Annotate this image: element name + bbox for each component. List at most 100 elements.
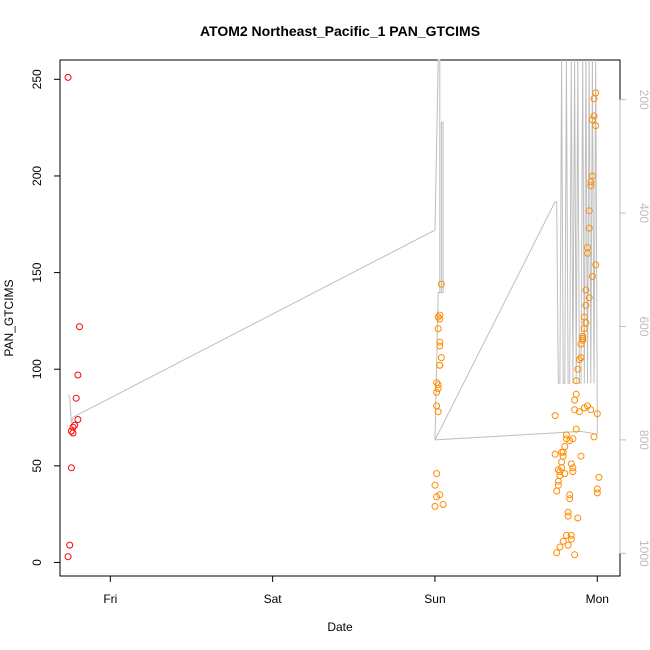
data-point-orange: [585, 224, 593, 232]
data-point-orange: [561, 443, 569, 450]
data-point-orange: [566, 495, 574, 503]
data-point-orange: [571, 551, 579, 559]
data-point-orange: [593, 410, 601, 418]
data-point-red: [74, 371, 82, 379]
x-tick-label: Sat: [264, 592, 283, 606]
y-tick-label: 150: [30, 262, 44, 282]
data-point-red: [67, 427, 75, 435]
data-point-orange: [437, 354, 445, 362]
data-point-orange: [439, 501, 447, 508]
data-point-red: [76, 323, 83, 331]
right-y-tick-label: 800: [637, 430, 650, 450]
right-y-tick-label: 600: [637, 316, 650, 336]
altitude-line: [67, 59, 598, 441]
data-point-orange: [559, 537, 567, 545]
data-point-red: [71, 421, 79, 429]
data-point-orange: [571, 406, 579, 414]
x-tick-label: Sun: [424, 592, 445, 606]
data-point-orange: [592, 261, 600, 269]
data-point-orange: [433, 470, 441, 478]
data-point-orange: [590, 433, 598, 441]
y-tick-label: 200: [30, 166, 44, 186]
data-point-orange: [588, 272, 596, 280]
x-axis-title: Date: [327, 620, 353, 634]
data-point-orange: [559, 452, 567, 460]
y-axis-title: PAN_GTCIMS: [2, 279, 16, 356]
data-point-orange: [592, 122, 600, 130]
data-point-orange: [553, 549, 561, 557]
data-point-orange: [551, 412, 559, 420]
data-point-orange: [593, 485, 601, 493]
data-point-red: [66, 541, 74, 549]
data-point-red: [67, 464, 75, 472]
data-point-orange: [561, 470, 569, 478]
data-point-orange: [437, 280, 445, 288]
data-point-orange: [569, 468, 577, 476]
data-point-orange: [436, 361, 444, 369]
altitude-line-layer: [67, 59, 598, 441]
right-y-tick-label: 200: [637, 90, 650, 110]
data-point-orange: [575, 356, 583, 364]
data-point-orange: [572, 425, 580, 433]
data-point-orange: [577, 452, 585, 460]
data-point-orange: [587, 182, 595, 190]
data-point-red: [64, 553, 72, 561]
data-point-orange: [572, 390, 580, 398]
data-point-orange: [582, 301, 590, 309]
data-point-orange: [564, 541, 572, 549]
data-point-orange: [433, 388, 441, 396]
data-point-orange: [587, 406, 595, 414]
data-point-orange: [574, 365, 582, 373]
data-point-orange: [434, 313, 442, 321]
data-point-orange: [434, 381, 442, 389]
data-point-orange: [431, 502, 439, 510]
y-tick-label: 50: [30, 459, 44, 473]
data-point-orange: [566, 437, 574, 445]
y-tick-label: 250: [30, 69, 44, 89]
data-point-orange: [592, 89, 600, 97]
x-tick-label: Mon: [586, 592, 609, 606]
data-point-red: [69, 429, 77, 437]
data-point-orange: [588, 116, 596, 124]
right-y-tick-label: 1000: [637, 540, 650, 567]
data-point-orange: [567, 460, 575, 468]
data-point-orange: [562, 431, 570, 439]
points-layer: [64, 73, 603, 561]
data-point-orange: [579, 336, 587, 344]
data-point-orange: [577, 354, 585, 362]
y-axis: 0 50 100 150 200 250: [30, 69, 61, 566]
data-point-orange: [584, 244, 591, 251]
data-point-orange: [436, 311, 444, 319]
data-point-red: [74, 416, 82, 423]
data-point-orange: [436, 315, 444, 323]
data-point-orange: [436, 491, 444, 499]
data-point-orange: [433, 379, 441, 387]
data-point-orange: [593, 489, 601, 497]
data-point-orange: [588, 172, 596, 180]
data-point-orange: [572, 377, 580, 385]
data-point-orange: [434, 325, 442, 333]
data-point-orange: [554, 481, 562, 489]
y-tick-label: 100: [30, 359, 44, 379]
data-point-red: [64, 73, 72, 81]
data-point-orange: [582, 319, 590, 327]
x-tick-label: Fri: [103, 592, 117, 606]
data-point-orange: [585, 294, 593, 302]
data-point-orange: [567, 531, 575, 539]
data-point-orange: [558, 448, 566, 456]
data-point-orange: [566, 491, 574, 499]
x-axis: Fri Sat Sun Mon: [103, 575, 609, 606]
data-point-orange: [569, 464, 577, 472]
right-y-tick-label: 400: [637, 203, 650, 223]
data-point-orange: [564, 508, 572, 516]
data-point-orange: [579, 332, 587, 340]
data-point-orange: [595, 473, 603, 481]
y-tick-label: 0: [30, 559, 44, 566]
data-point-red: [72, 394, 80, 402]
data-point-orange: [582, 286, 590, 294]
data-point-orange: [585, 207, 593, 215]
data-point-orange: [556, 543, 564, 551]
chart-title: ATOM2 Northeast_Pacific_1 PAN_GTCIMS: [200, 23, 480, 39]
